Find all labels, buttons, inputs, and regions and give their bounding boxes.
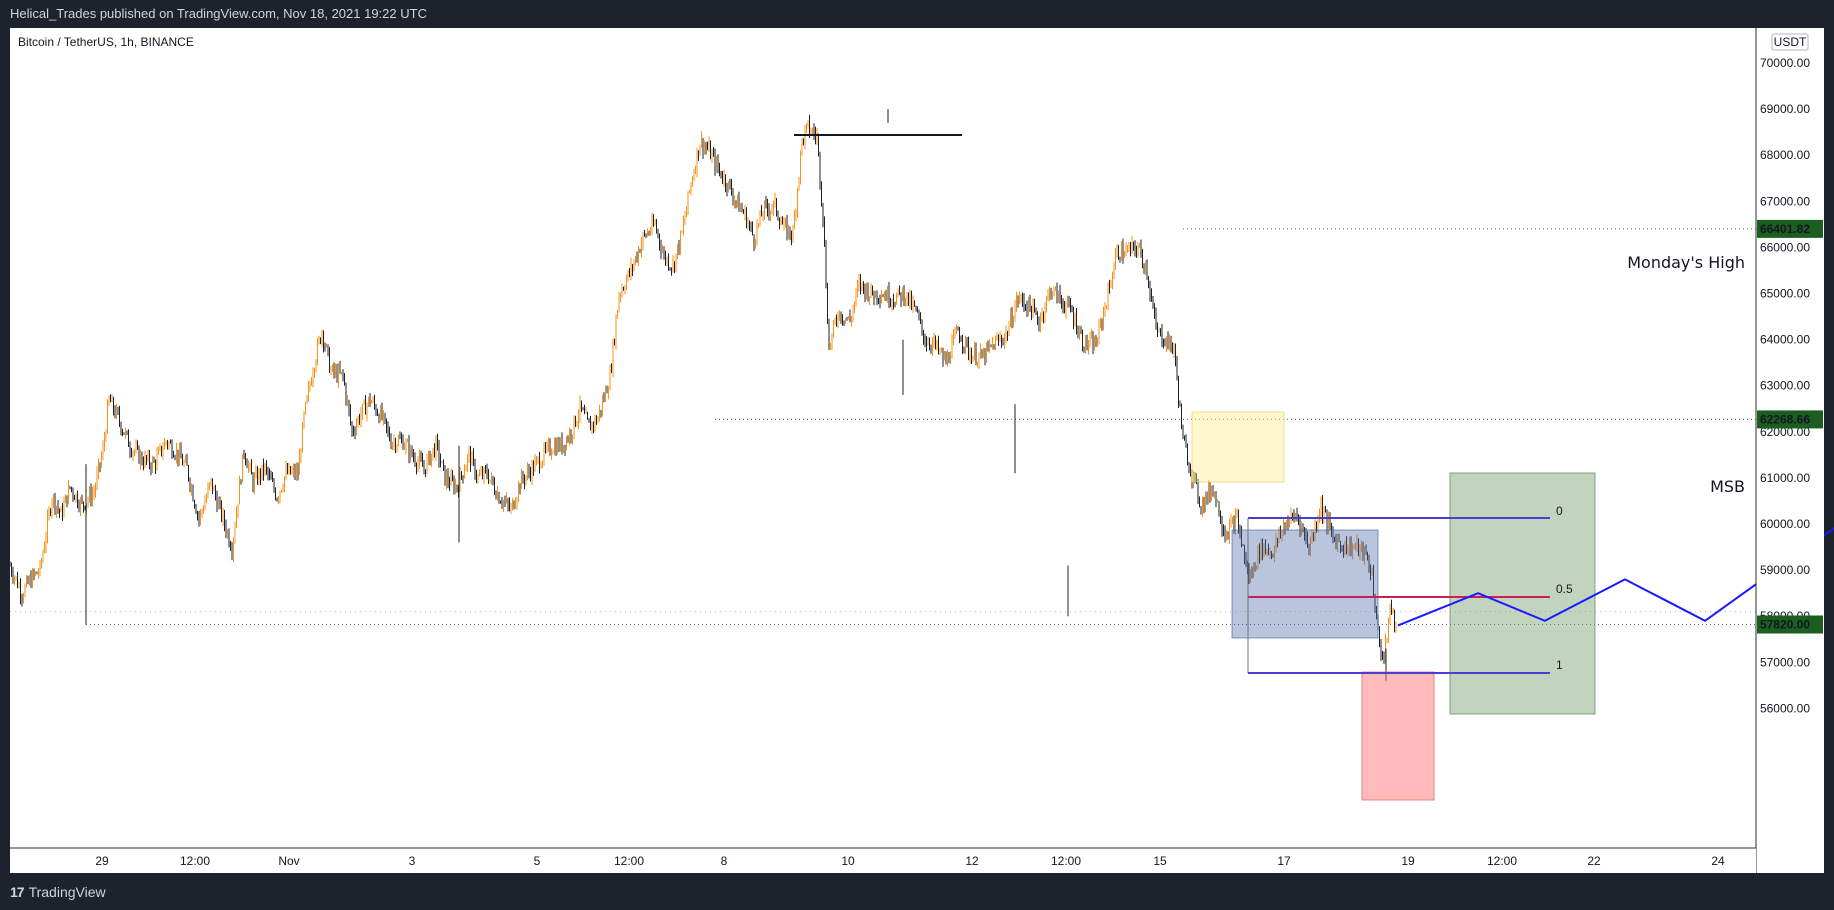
price-label: 57820.00 — [1760, 617, 1810, 631]
tradingview-logo-icon: 17 — [10, 884, 25, 900]
drawing-layer: 0 0.5 1 Monday's High MSB — [794, 134, 1834, 801]
x-tick-label: 3 — [409, 854, 416, 868]
mondays-high-label: Monday's High — [1627, 253, 1745, 272]
y-tick-label: 60000.00 — [1760, 517, 1810, 531]
price-label: 66401.82 — [1760, 222, 1810, 236]
x-tick-label: 12:00 — [614, 854, 644, 868]
x-tick-label: 22 — [1587, 854, 1601, 868]
price-label: 62268.66 — [1760, 412, 1810, 426]
y-tick-label: 65000.00 — [1760, 287, 1810, 301]
x-tick-label: 12:00 — [1487, 854, 1517, 868]
price-label-bg — [1757, 410, 1823, 429]
x-tick-label: 15 — [1153, 854, 1167, 868]
entry-risk-box — [1361, 671, 1435, 801]
y-tick-label: 57000.00 — [1760, 655, 1810, 669]
x-tick-label: 29 — [95, 854, 109, 868]
footer-bar: 17 TradingView — [0, 875, 1834, 910]
x-tick-label: 12:00 — [1051, 854, 1081, 868]
x-tick-label: 24 — [1711, 854, 1725, 868]
y-tick-label: 61000.00 — [1760, 471, 1810, 485]
y-tick-label: 56000.00 — [1760, 701, 1810, 715]
y-tick-label: 63000.00 — [1760, 379, 1810, 393]
y-tick-label: 64000.00 — [1760, 333, 1810, 347]
price-label-bg — [1757, 615, 1823, 634]
candle-layer — [9, 109, 1397, 681]
candlestick-chart[interactable]: 0 0.5 1 Monday's High MSB USDT 70000.00 69000.… — [0, 0, 1834, 875]
axis-layer: USDT 70000.00 69000.00 68000.00 67000.00 6600… — [10, 28, 1824, 873]
x-tick-label: 5 — [534, 854, 541, 868]
x-tick-label: 19 — [1401, 854, 1415, 868]
price-label-bg — [1757, 219, 1823, 238]
y-tick-label: 59000.00 — [1760, 563, 1810, 577]
fib-1-label: 1 — [1556, 658, 1563, 672]
x-tick-label: 12:00 — [180, 854, 210, 868]
fib-0-label: 0 — [1556, 504, 1563, 518]
tradingview-brand: TradingView — [28, 884, 106, 900]
tradingview-logo[interactable]: 17 TradingView — [10, 875, 106, 910]
y-tick-label: 70000.00 — [1760, 56, 1810, 70]
x-tick-label: 12 — [965, 854, 979, 868]
chart-frame — [10, 28, 1824, 873]
imbalance-box — [1191, 411, 1285, 483]
target-box — [1449, 472, 1596, 715]
fib-05-label: 0.5 — [1556, 582, 1573, 596]
publisher-line: Helical_Trades published on TradingView.… — [10, 6, 427, 21]
projected-path — [1397, 527, 1834, 627]
grid-layer — [10, 228, 1756, 625]
x-tick-label: Nov — [278, 854, 299, 868]
time-axis — [10, 848, 1756, 873]
y-tick-label: 68000.00 — [1760, 148, 1810, 162]
y-tick-label: 67000.00 — [1760, 194, 1810, 208]
x-tick-label: 10 — [841, 854, 855, 868]
publisher-bar: Helical_Trades published on TradingView.… — [0, 0, 1834, 28]
currency-label: USDT — [1774, 35, 1807, 49]
x-tick-label: 8 — [721, 854, 728, 868]
symbol-label: Bitcoin / TetherUS, 1h, BINANCE — [18, 35, 194, 49]
x-tick-label: 17 — [1277, 854, 1291, 868]
currency-box — [1771, 33, 1809, 51]
y-tick-label: 66000.00 — [1760, 240, 1810, 254]
price-axis — [1756, 28, 1824, 873]
msb-label: MSB — [1710, 477, 1745, 496]
range-box — [1231, 529, 1379, 639]
y-tick-label: 69000.00 — [1760, 102, 1810, 116]
